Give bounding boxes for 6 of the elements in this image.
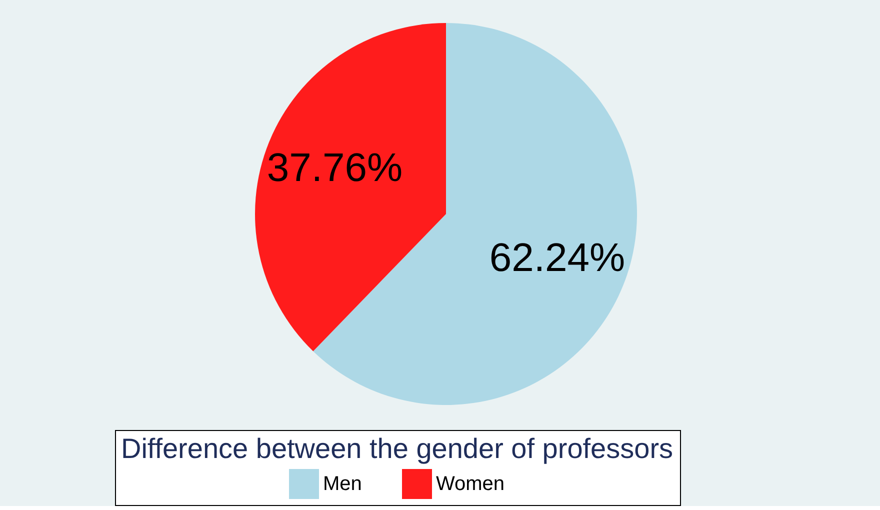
data-label: 62.24%	[489, 236, 626, 280]
data-label: 37.76%	[266, 146, 403, 190]
legend-label: Men	[323, 473, 362, 495]
legend-title: Difference between the gender of professors	[120, 433, 674, 464]
legend-label: Women	[436, 473, 505, 495]
pie-slice	[255, 23, 446, 352]
